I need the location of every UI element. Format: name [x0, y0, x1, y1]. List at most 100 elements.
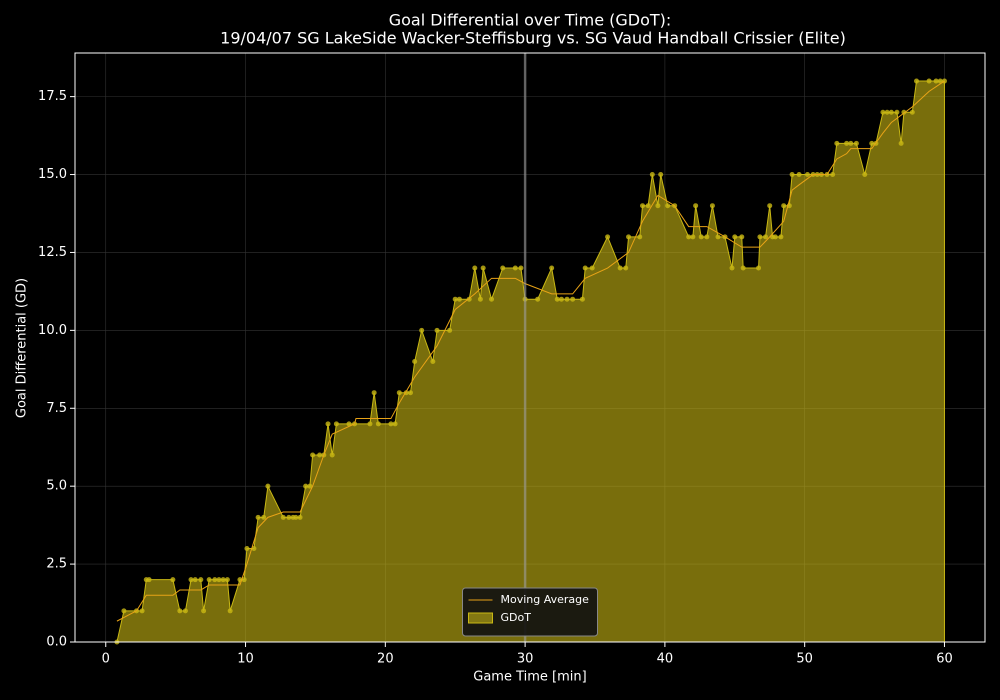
data-point	[898, 140, 904, 146]
data-point	[280, 514, 286, 520]
data-point	[704, 234, 710, 240]
data-point	[880, 109, 886, 115]
data-point	[853, 140, 859, 146]
data-point	[224, 577, 230, 583]
data-point	[265, 483, 271, 489]
chart-title: Goal Differential over Time (GDoT):	[389, 11, 672, 30]
y-axis-label: Goal Differential (GD)	[15, 278, 30, 418]
data-point	[212, 577, 218, 583]
y-tick-label: 2.5	[46, 557, 67, 572]
data-point	[640, 203, 646, 209]
data-point	[709, 203, 715, 209]
data-point	[251, 546, 257, 552]
data-point	[518, 265, 524, 271]
data-point	[554, 296, 560, 302]
y-tick-label: 12.5	[38, 245, 67, 260]
data-point	[170, 577, 176, 583]
chart-subtitle: 19/04/07 SG LakeSide Wacker-Steffisburg …	[220, 29, 846, 48]
data-point	[645, 203, 651, 209]
data-point	[933, 78, 939, 84]
legend-label: GDoT	[501, 611, 532, 624]
data-point	[177, 608, 183, 614]
data-point	[909, 109, 915, 115]
data-point	[255, 514, 261, 520]
data-point	[888, 109, 894, 115]
data-point	[489, 296, 495, 302]
data-point	[261, 514, 267, 520]
data-point	[303, 483, 309, 489]
data-point	[192, 577, 198, 583]
data-point	[623, 265, 629, 271]
y-tick-label: 7.5	[46, 401, 67, 416]
data-point	[665, 203, 671, 209]
data-point	[729, 265, 735, 271]
data-point	[564, 296, 570, 302]
data-point	[848, 140, 854, 146]
data-point	[914, 78, 920, 84]
data-point	[198, 577, 204, 583]
data-point	[456, 296, 462, 302]
data-point	[146, 577, 152, 583]
data-point	[830, 172, 836, 178]
data-point	[206, 577, 212, 583]
data-point	[452, 296, 458, 302]
data-point	[698, 234, 704, 240]
data-point	[757, 234, 763, 240]
data-point	[477, 296, 483, 302]
data-point	[649, 172, 655, 178]
data-point	[297, 514, 303, 520]
data-point	[862, 172, 868, 178]
data-point	[392, 421, 398, 427]
data-point	[286, 514, 292, 520]
data-point	[447, 327, 453, 333]
data-point	[756, 265, 762, 271]
data-point	[388, 421, 394, 427]
y-tick-label: 5.0	[46, 479, 67, 494]
x-tick-label: 20	[377, 652, 394, 667]
y-tick-label: 17.5	[38, 89, 67, 104]
area	[116, 80, 945, 643]
data-point	[570, 296, 576, 302]
data-point	[844, 140, 850, 146]
data-point	[480, 265, 486, 271]
data-point	[693, 203, 699, 209]
data-point	[375, 421, 381, 427]
data-point	[582, 265, 588, 271]
data-point	[605, 234, 611, 240]
data-point	[869, 140, 875, 146]
data-point	[182, 608, 188, 614]
data-point	[325, 421, 331, 427]
data-point	[781, 203, 787, 209]
data-point	[333, 421, 339, 427]
data-point	[371, 390, 377, 396]
data-point	[789, 172, 795, 178]
data-point	[188, 577, 194, 583]
data-point	[732, 234, 738, 240]
data-point	[535, 296, 541, 302]
data-point	[396, 390, 402, 396]
legend-box	[462, 587, 598, 637]
data-point	[763, 234, 769, 240]
data-point	[884, 109, 890, 115]
data-point	[412, 359, 418, 365]
data-point	[430, 359, 436, 365]
data-point	[434, 327, 440, 333]
data-point	[804, 172, 810, 178]
data-point	[317, 452, 323, 458]
data-point	[407, 390, 413, 396]
y-tick-label: 0.0	[46, 635, 67, 650]
data-point	[589, 265, 595, 271]
x-tick-label: 10	[237, 652, 254, 667]
legend-label: Moving Average	[501, 593, 590, 606]
data-point	[617, 265, 623, 271]
data-point	[500, 265, 506, 271]
data-point	[549, 265, 555, 271]
data-point	[121, 608, 127, 614]
plot-frame	[74, 52, 986, 643]
data-point	[139, 608, 145, 614]
data-point	[740, 265, 746, 271]
data-point	[244, 546, 250, 552]
data-point	[715, 234, 721, 240]
data-point	[558, 296, 564, 302]
